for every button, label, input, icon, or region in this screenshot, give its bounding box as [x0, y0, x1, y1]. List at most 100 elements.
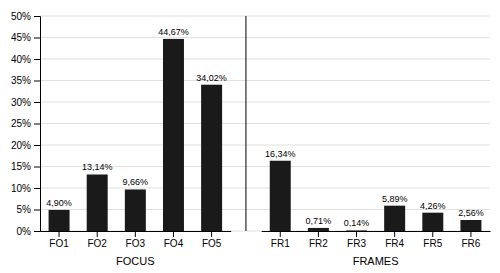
x-tick-label: FO5 — [202, 238, 222, 249]
bar — [87, 174, 108, 231]
y-axis: 0% 5% 10% 15% 20% 25% 30% 35% 40% 45% 50% — [11, 11, 41, 237]
plot: 0% 5% 10% 15% 20% 25% 30% 35% 40% 45% 50% FO1 FO2 FO3… — [11, 11, 491, 267]
bar — [384, 206, 405, 231]
grid-line — [40, 123, 490, 124]
x-tick: FO5 — [202, 231, 222, 249]
y-tick-mark — [34, 124, 40, 125]
group-divider — [245, 16, 246, 231]
group-label: FOCUS — [116, 255, 155, 267]
y-tick: 5% — [17, 204, 40, 215]
y-tick-label: 45% — [11, 32, 31, 43]
x-tick-mark — [59, 231, 60, 237]
y-tick: 0% — [17, 226, 40, 237]
y-tick-label: 30% — [11, 97, 31, 108]
data-labels: 4,90%13,14%9,66%44,67%34,02%16,34%0,71%0… — [46, 27, 483, 228]
y-tick-mark — [34, 38, 40, 39]
y-tick-mark — [34, 102, 40, 103]
x-tick-label: FO4 — [164, 238, 184, 249]
x-axis-line — [262, 231, 491, 232]
x-tick-mark — [470, 231, 471, 237]
y-tick: 30% — [11, 97, 40, 108]
bar — [346, 230, 367, 231]
x-tick: FR6 — [461, 231, 480, 249]
x-tick: FR3 — [347, 231, 366, 249]
bar — [125, 189, 146, 231]
chart: 0% 5% 10% 15% 20% 25% 30% 35% 40% 45% 50% FO1 FO2 FO3… — [0, 0, 500, 273]
x-tick-label: FR2 — [309, 238, 328, 249]
bar — [270, 161, 291, 231]
x-tick-mark — [211, 231, 212, 237]
y-tick-mark — [34, 81, 40, 82]
x-tick-label: FR3 — [347, 238, 366, 249]
x-tick-label: FR6 — [461, 238, 480, 249]
y-tick-mark — [34, 210, 40, 211]
x-tick: FR1 — [271, 231, 290, 249]
y-tick: 35% — [11, 75, 40, 86]
x-tick: FO2 — [87, 231, 107, 249]
x-tick-mark — [356, 231, 357, 237]
x-tick: FR2 — [309, 231, 328, 249]
y-tick-label: 20% — [11, 140, 31, 151]
x-tick: FR4 — [385, 231, 404, 249]
y-tick-label: 0% — [17, 226, 32, 237]
x-tick: FR5 — [423, 231, 442, 249]
y-tick: 45% — [11, 32, 40, 43]
data-label: 4,26% — [420, 201, 446, 211]
data-label: 0,14% — [344, 218, 370, 228]
data-label: 4,90% — [46, 198, 72, 208]
y-tick: 10% — [11, 183, 40, 194]
y-tick-label: 50% — [11, 11, 31, 22]
y-tick-label: 10% — [11, 183, 31, 194]
x-tick-mark — [97, 231, 98, 237]
y-tick-label: 35% — [11, 75, 31, 86]
grid — [40, 16, 490, 231]
data-label: 5,89% — [382, 194, 408, 204]
y-tick-label: 15% — [11, 161, 31, 172]
x-tick-mark — [135, 231, 136, 237]
x-tick-label: FR4 — [385, 238, 404, 249]
grid-line — [40, 80, 490, 81]
data-label: 2,56% — [458, 208, 484, 218]
x-tick-mark — [173, 231, 174, 237]
bar — [201, 85, 222, 231]
y-tick-mark — [34, 167, 40, 168]
x-tick-mark — [318, 231, 319, 237]
x-tick-mark — [432, 231, 433, 237]
x-tick-label: FO1 — [49, 238, 69, 249]
y-tick-mark — [34, 231, 40, 232]
bar — [422, 213, 443, 231]
data-label: 9,66% — [123, 177, 149, 187]
bar — [460, 220, 481, 231]
data-label: 0,71% — [306, 216, 332, 226]
x-tick-label: FO3 — [126, 238, 146, 249]
data-label: 34,02% — [196, 73, 227, 83]
y-tick-mark — [34, 188, 40, 189]
y-tick: 50% — [11, 11, 40, 22]
x-tick-label: FO2 — [87, 238, 107, 249]
x-tick-label: FR5 — [423, 238, 442, 249]
bar — [308, 228, 329, 231]
x-axis: FR1 FR2 FR3 FR4 FR5 FR6 — [262, 231, 491, 249]
x-tick-mark — [280, 231, 281, 237]
y-tick-label: 25% — [11, 118, 31, 129]
x-tick: FO1 — [49, 231, 69, 249]
grid-line — [40, 37, 490, 38]
y-tick: 25% — [11, 118, 40, 129]
grid-line — [40, 59, 490, 60]
x-tick-mark — [394, 231, 395, 237]
grid-line — [40, 102, 490, 103]
y-tick-mark — [34, 16, 40, 17]
grid-line — [40, 16, 490, 17]
x-tick: FO4 — [164, 231, 184, 249]
y-tick-mark — [34, 59, 40, 60]
bar — [163, 39, 184, 231]
y-tick: 20% — [11, 140, 40, 151]
y-axis-line — [34, 17, 41, 232]
y-tick-label: 40% — [11, 54, 31, 65]
data-label: 16,34% — [265, 149, 296, 159]
x-tick: FO3 — [126, 231, 146, 249]
bars — [49, 39, 482, 231]
y-tick: 40% — [11, 54, 40, 65]
bar — [49, 210, 70, 231]
x-axis-line — [41, 231, 232, 232]
